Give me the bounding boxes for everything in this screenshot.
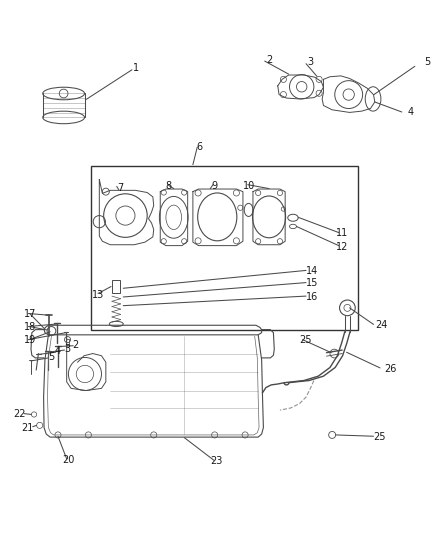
Text: 25: 25 — [299, 335, 311, 345]
Text: 11: 11 — [336, 229, 348, 238]
Text: 3: 3 — [64, 344, 71, 354]
Text: 18: 18 — [24, 322, 36, 333]
Text: 19: 19 — [24, 335, 36, 345]
Text: 14: 14 — [306, 266, 318, 276]
Text: 10: 10 — [243, 181, 255, 191]
Text: 26: 26 — [384, 364, 396, 374]
Text: 25: 25 — [373, 432, 385, 442]
Text: 5: 5 — [48, 352, 55, 361]
Text: 13: 13 — [92, 290, 104, 300]
Text: 3: 3 — [307, 57, 314, 67]
Text: 5: 5 — [424, 57, 430, 67]
Bar — [91, 166, 358, 329]
Text: 6: 6 — [196, 142, 202, 152]
Text: 20: 20 — [63, 455, 75, 465]
Text: 4: 4 — [407, 107, 413, 117]
Text: 4: 4 — [55, 346, 61, 356]
Bar — [113, 280, 120, 293]
Text: 21: 21 — [21, 423, 33, 433]
Text: 22: 22 — [13, 409, 25, 419]
Text: 23: 23 — [210, 456, 222, 466]
Text: 2: 2 — [72, 340, 78, 350]
Text: 12: 12 — [336, 242, 348, 252]
Text: 2: 2 — [266, 55, 272, 65]
Text: 8: 8 — [165, 181, 171, 191]
Text: 7: 7 — [117, 183, 124, 193]
Text: 15: 15 — [306, 278, 318, 288]
Text: 24: 24 — [375, 320, 388, 330]
Bar — [66, 339, 69, 345]
Text: 16: 16 — [306, 292, 318, 302]
Text: 9: 9 — [211, 181, 217, 191]
Text: 1: 1 — [133, 63, 139, 74]
Text: 17: 17 — [24, 309, 36, 319]
